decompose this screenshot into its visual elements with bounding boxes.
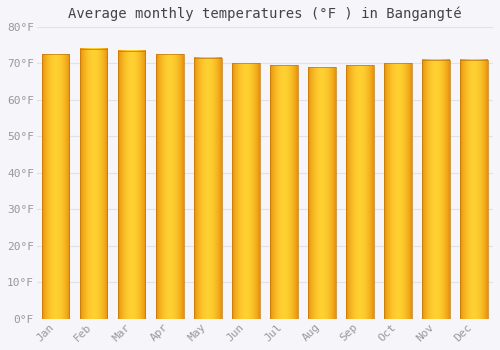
Bar [42, 54, 70, 319]
Bar [346, 65, 374, 319]
Bar [270, 65, 297, 319]
Bar [460, 60, 487, 319]
Title: Average monthly temperatures (°F ) in Bangangté: Average monthly temperatures (°F ) in Ba… [68, 7, 462, 21]
Bar [80, 49, 108, 319]
Bar [384, 63, 411, 319]
Bar [194, 58, 222, 319]
Bar [156, 54, 184, 319]
Bar [232, 63, 260, 319]
Bar [308, 67, 336, 319]
Bar [118, 50, 146, 319]
Bar [422, 60, 450, 319]
